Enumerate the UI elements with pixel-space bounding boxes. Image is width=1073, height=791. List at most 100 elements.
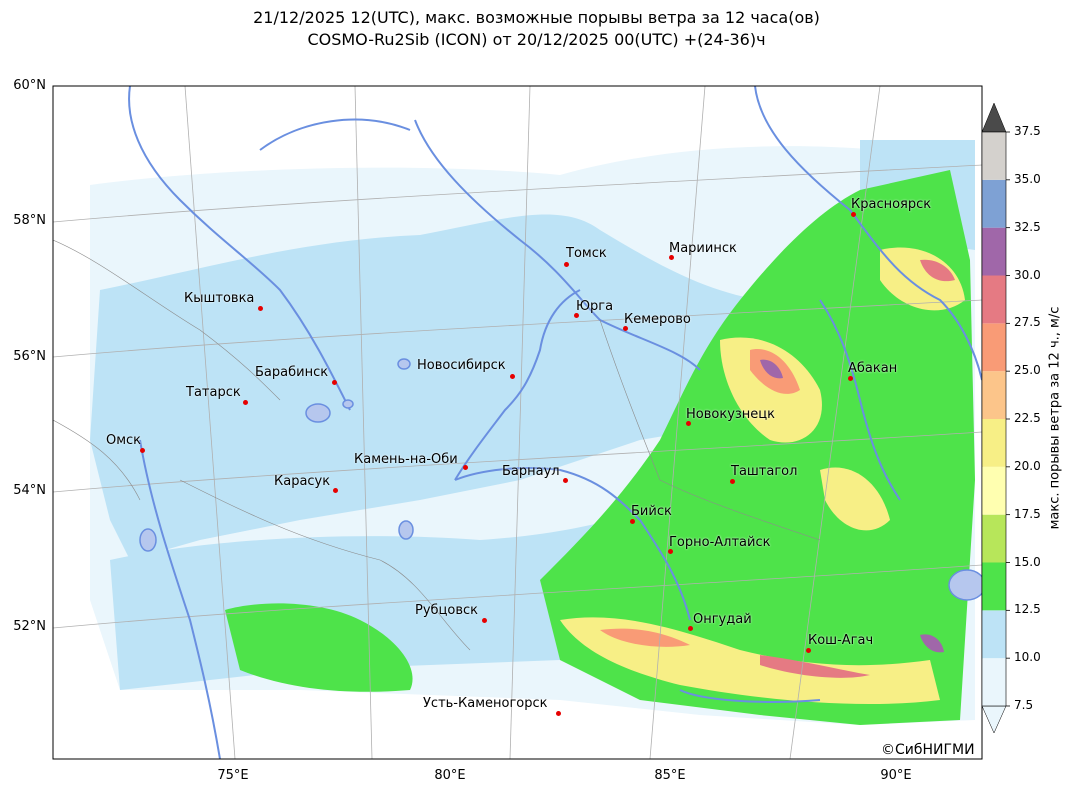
city-marker	[668, 549, 673, 554]
colorbar-tick-label: 27.5	[1014, 315, 1041, 330]
colorbar-over-arrow	[981, 102, 1007, 133]
colorbar-block	[982, 419, 1006, 467]
rivers	[128, 86, 982, 759]
gust-field-25	[600, 628, 690, 647]
colorbar-tick-label: 20.0	[1014, 458, 1041, 473]
city-marker	[669, 255, 674, 260]
city-marker	[851, 212, 856, 217]
gust-field-17.5	[880, 247, 965, 311]
lat-label: 58°N	[13, 213, 46, 228]
city-marker	[563, 478, 568, 483]
city-marker	[140, 448, 145, 453]
colorbar-block	[982, 562, 1006, 611]
gust-field-30	[760, 359, 783, 379]
lat-label: 56°N	[13, 349, 46, 364]
colorbar-tick-label: 30.0	[1014, 267, 1041, 282]
city-label: Красноярск	[851, 197, 932, 212]
colorbar-tick-label: 15.0	[1014, 554, 1041, 569]
city-marker	[623, 326, 628, 331]
city-label: Томск	[566, 246, 607, 261]
map-title-line1: 21/12/2025 12(UTC), макс. возможные поры…	[253, 8, 820, 27]
colorbar-block	[982, 227, 1006, 276]
colorbar	[981, 102, 1010, 734]
city-marker	[482, 618, 487, 623]
lon-label: 85°E	[654, 768, 686, 783]
colorbar-under-arrow	[981, 705, 1007, 734]
city-marker	[243, 400, 248, 405]
city-label: Юрга	[576, 299, 614, 314]
graticule	[53, 86, 982, 759]
colorbar-block	[982, 466, 1006, 515]
city-label: Усть-Каменогорск	[423, 696, 548, 711]
city-label: Барабинск	[255, 365, 329, 380]
lon-label: 80°E	[434, 768, 466, 783]
lat-label: 52°N	[13, 619, 46, 634]
city-label: Карасук	[274, 474, 331, 489]
colorbar-block	[982, 658, 1006, 706]
gust-field-17.5	[820, 467, 890, 531]
city-label: Рубцовск	[415, 603, 479, 618]
city-marker	[258, 306, 263, 311]
lon-label: 75°E	[217, 768, 249, 783]
gust-field-30	[920, 634, 944, 653]
city-marker	[730, 479, 735, 484]
colorbar-tick-label: 25.0	[1014, 363, 1041, 378]
city-marker	[332, 380, 337, 385]
city-label: Кош-Агач	[808, 633, 874, 648]
colorbar-block	[982, 323, 1006, 372]
city-marker	[564, 262, 569, 267]
city-label: Онгудай	[693, 612, 752, 627]
borders	[53, 239, 821, 651]
gust-field-12.5	[225, 603, 413, 692]
lat-label: 54°N	[13, 483, 46, 498]
colorbar-block	[982, 132, 1006, 180]
city-label: Горно-Алтайск	[669, 535, 771, 550]
city-label: Кыштовка	[184, 291, 255, 306]
city-label: Татарск	[186, 385, 241, 400]
city-label: Абакан	[848, 361, 898, 376]
city-marker	[848, 376, 853, 381]
city-marker	[463, 465, 468, 470]
city-marker	[688, 626, 693, 631]
city-label: Камень-на-Оби	[354, 452, 458, 467]
city-label: Новокузнецк	[686, 407, 776, 422]
map-title-line2: COSMO-Ru2Sib (ICON) от 20/12/2025 00(UTC…	[307, 30, 766, 49]
colorbar-tick-label: 32.5	[1014, 219, 1041, 234]
lat-label: 60°N	[13, 78, 46, 93]
gust-field-27.5	[760, 655, 870, 678]
colorbar-tick-label: 12.5	[1014, 602, 1041, 617]
city-marker	[510, 374, 515, 379]
colorbar-tick-label: 35.0	[1014, 171, 1041, 186]
city-label: Таштагол	[731, 464, 798, 479]
city-marker	[574, 313, 579, 318]
city-marker	[806, 648, 811, 653]
city-marker	[556, 711, 561, 716]
copyright-notice: ©СибНИГМИ	[881, 742, 975, 758]
colorbar-tick-label: 22.5	[1014, 411, 1041, 425]
city-marker	[333, 488, 338, 493]
gust-field-10	[90, 214, 760, 560]
city-label: Кемерово	[624, 312, 691, 327]
city-label: Бийск	[631, 504, 672, 519]
colorbar-block	[982, 371, 1006, 419]
colorbar-tick-label: 17.5	[1014, 506, 1041, 521]
colorbar-block	[982, 514, 1006, 563]
city-label: Мариинск	[669, 241, 737, 256]
city-label: Омск	[106, 433, 142, 448]
colorbar-block	[982, 179, 1006, 228]
colorbar-block	[982, 275, 1006, 324]
city-marker	[686, 421, 691, 426]
colorbar-tick-label: 7.5	[1014, 698, 1034, 712]
gust-field-27.5	[920, 259, 955, 282]
gust-field-17.5	[720, 337, 822, 443]
colorbar-tick-label: 10.0	[1014, 650, 1041, 665]
lon-label: 90°E	[880, 768, 912, 783]
colorbar-title: макс. порывы ветра за 12 ч., м/с	[1047, 306, 1063, 530]
city-label: Барнаул	[502, 464, 560, 479]
city-label: Новосибирск	[417, 358, 506, 373]
colorbar-block	[982, 610, 1006, 659]
colorbar-tick-label: 37.5	[1014, 124, 1041, 138]
lakes	[139, 358, 982, 601]
city-marker	[630, 519, 635, 524]
